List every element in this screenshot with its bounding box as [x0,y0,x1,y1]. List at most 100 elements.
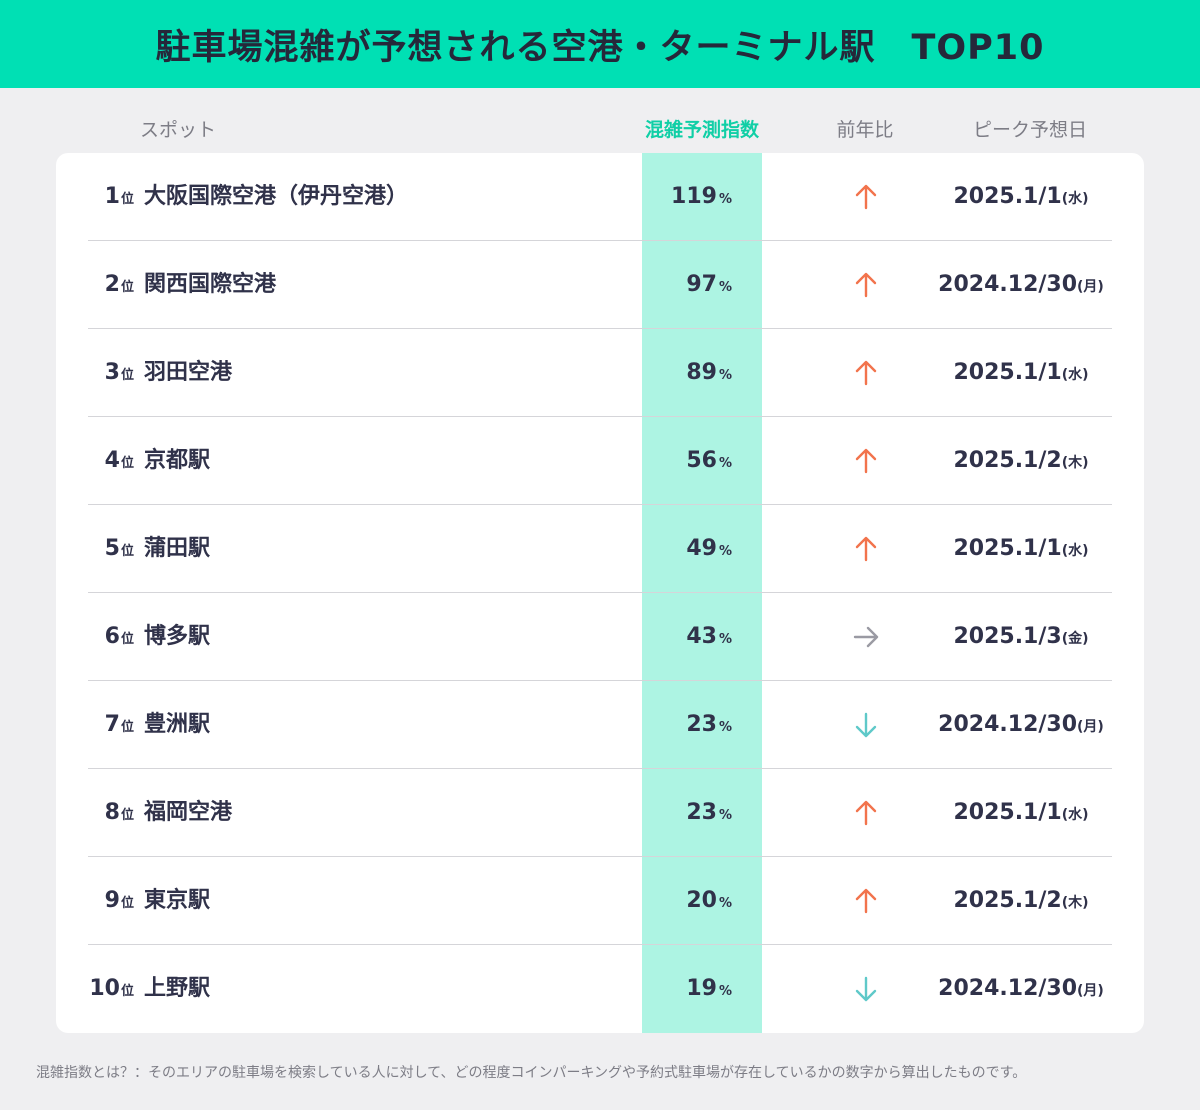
arrow-up-icon [855,272,877,298]
rank-number: 6 [104,624,120,649]
peak-weekday: (金) [1061,631,1089,647]
peak-weekday: (月) [1077,719,1104,735]
congestion-index: 23% [642,769,732,857]
peak-date: 2025.1/1(水) [936,769,1106,857]
index-value: 89 [686,360,717,385]
peak-weekday: (月) [1077,983,1104,999]
rank-number: 5 [104,536,120,561]
peak-date-value: 2025.1/1 [953,536,1062,561]
peak-date-value: 2024.12/30 [938,272,1078,297]
arrow-up-icon [855,184,877,210]
page-title: 駐車場混雑が予想される空港・ターミナル駅 TOP10 [155,27,1045,68]
percent-unit: % [718,456,732,471]
rank: 9位 [105,857,134,945]
index-value: 20 [686,888,717,913]
table-row: 3位 羽田空港 89% 2025.1/1(水) [56,329,1144,417]
spot-name: 上野駅 [144,976,211,1001]
congestion-index: 20% [642,857,732,945]
column-header-index: 混雑予測指数 [644,119,759,141]
column-header-yoy: 前年比 [836,119,894,141]
percent-unit: % [718,720,732,735]
index-value: 97 [686,272,717,297]
peak-date-value: 2025.1/2 [953,888,1062,913]
congestion-index: 49% [642,505,732,593]
peak-date: 2025.1/2(木) [936,417,1106,505]
arrow-up-icon [855,536,877,562]
rank-number: 8 [104,800,120,825]
table-row: 10位 上野駅 19% 2024.12/30(月) [56,945,1144,1033]
rank-number: 10 [89,976,120,1001]
rank: 10位 [89,945,134,1033]
peak-date-value: 2025.1/2 [953,448,1062,473]
table-row: 9位 東京駅 20% 2025.1/2(木) [56,857,1144,945]
congestion-index: 23% [642,681,732,769]
spot-name: 大阪国際空港（伊丹空港） [144,184,409,209]
column-header-spot: スポット [140,119,217,141]
percent-unit: % [718,896,732,911]
index-value: 19 [686,976,717,1001]
rank-unit: 位 [120,456,134,471]
index-value: 23 [686,800,717,825]
peak-date: 2024.12/30(月) [936,241,1106,329]
peak-date-value: 2025.1/1 [953,800,1062,825]
table-row: 2位 関西国際空港 97% 2024.12/30(月) [56,241,1144,329]
peak-date: 2024.12/30(月) [936,945,1106,1033]
spot-name: 関西国際空港 [144,272,277,297]
percent-unit: % [718,632,732,647]
percent-unit: % [718,280,732,295]
congestion-index: 119% [642,153,732,241]
row-divider [88,592,1112,593]
rank-number: 7 [104,712,120,737]
peak-date: 2024.12/30(月) [936,681,1106,769]
rank: 3位 [105,329,134,417]
peak-date-value: 2024.12/30 [938,712,1078,737]
arrow-down-icon [855,976,877,1002]
footnote: 混雑指数とは？：そのエリアの駐車場を検索している人に対して、どの程度コインパーキ… [36,1065,1027,1081]
spot-name: 羽田空港 [144,360,233,385]
rank-number: 3 [104,360,120,385]
row-divider [88,504,1112,505]
rank-number: 4 [104,448,120,473]
rank-unit: 位 [120,544,134,559]
spot-name: 福岡空港 [144,800,233,825]
congestion-index: 89% [642,329,732,417]
rank: 7位 [105,681,134,769]
rank: 5位 [105,505,134,593]
rank-unit: 位 [120,984,134,999]
peak-weekday: (水) [1061,543,1089,559]
peak-weekday: (木) [1061,455,1089,471]
spot-name: 豊洲駅 [144,712,211,737]
row-divider [88,944,1112,945]
row-divider [88,240,1112,241]
index-value: 43 [686,624,717,649]
percent-unit: % [718,544,732,559]
rank: 1位 [105,153,134,241]
rank: 2位 [105,241,134,329]
congestion-index: 19% [642,945,732,1033]
arrow-up-icon [855,888,877,914]
congestion-index: 97% [642,241,732,329]
row-divider [88,680,1112,681]
index-value: 49 [686,536,717,561]
percent-unit: % [718,192,732,207]
rank-unit: 位 [120,280,134,295]
table-row: 7位 豊洲駅 23% 2024.12/30(月) [56,681,1144,769]
table-row: 1位 大阪国際空港（伊丹空港） 119% 2025.1/1(水) [56,153,1144,241]
rank-unit: 位 [120,192,134,207]
index-value: 119 [671,184,717,209]
row-divider [88,856,1112,857]
table-row: 4位 京都駅 56% 2025.1/2(木) [56,417,1144,505]
peak-date-value: 2025.1/3 [953,624,1062,649]
arrow-down-icon [855,712,877,738]
peak-date-value: 2025.1/1 [953,360,1062,385]
rank: 8位 [105,769,134,857]
rank-unit: 位 [120,896,134,911]
peak-date: 2025.1/1(水) [936,505,1106,593]
arrow-up-icon [855,800,877,826]
arrow-up-icon [855,448,877,474]
column-header-peak-date: ピーク予想日 [972,119,1087,141]
rank-unit: 位 [120,808,134,823]
rank-unit: 位 [120,720,134,735]
row-divider [88,328,1112,329]
peak-weekday: (月) [1077,279,1104,295]
